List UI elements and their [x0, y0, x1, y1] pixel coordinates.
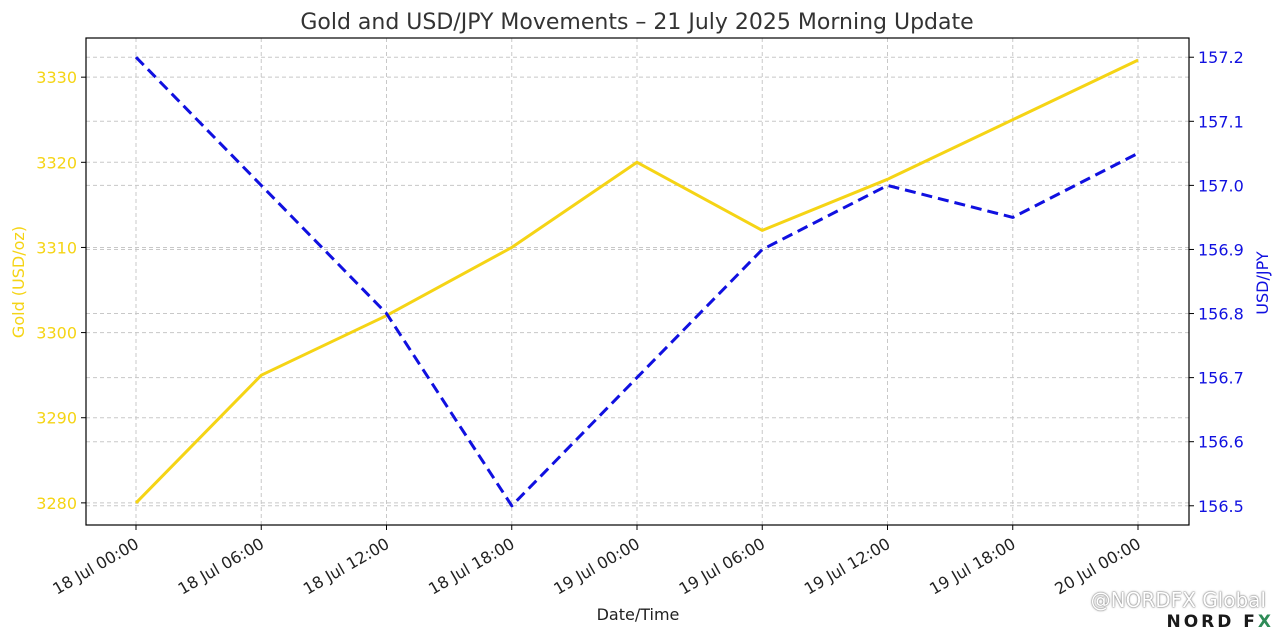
y-right-tick-label: 156.7: [1198, 369, 1244, 388]
x-tick-label: 19 Jul 00:00: [550, 534, 643, 598]
series-layer: [134, 56, 1139, 508]
logo-main: NORD F: [1166, 612, 1258, 632]
y-right-tick-label: 157.1: [1198, 112, 1244, 131]
y-right-tick-label: 156.5: [1198, 497, 1244, 516]
x-tick-label: 18 Jul 18:00: [425, 534, 518, 598]
y-right-tick-label: 157.2: [1198, 48, 1244, 67]
x-tick-label: 19 Jul 12:00: [801, 534, 894, 598]
y-right-tick-label: 156.8: [1198, 305, 1244, 324]
y-left-tick-label: 3290: [36, 409, 77, 428]
chart-title: Gold and USD/JPY Movements – 21 July 202…: [300, 10, 973, 35]
nordfx-logo: NORD FX: [1166, 612, 1274, 632]
tick-layer: 18 Jul 00:00 18 Jul 06:00 18 Jul 12:00 18 J…: [36, 48, 1244, 598]
y-left-tick-label: 3280: [36, 494, 77, 513]
y-left-tick-label: 3330: [36, 68, 77, 87]
x-tick-label: 18 Jul 00:00: [49, 534, 142, 598]
watermark: @NORDFX Global: [1090, 588, 1266, 612]
grid: [86, 38, 1189, 525]
y-left-tick-label: 3300: [36, 324, 77, 343]
x-tick-label: 19 Jul 06:00: [676, 534, 769, 598]
y-left-tick-label: 3310: [36, 238, 77, 257]
y-right-tick-label: 156.6: [1198, 433, 1244, 452]
y-axis-right-label: USD/JPY: [1253, 251, 1272, 315]
plot-frame: [85, 37, 1190, 526]
y-right-tick-label: 156.9: [1198, 240, 1244, 259]
logo-accent: X: [1257, 612, 1274, 632]
x-tick-label: 18 Jul 06:00: [175, 534, 268, 598]
x-tick-label: 19 Jul 18:00: [926, 534, 1019, 598]
x-tick-label: 18 Jul 12:00: [300, 534, 393, 598]
gold-series-line: [134, 58, 1139, 504]
y-right-tick-label: 157.0: [1198, 176, 1244, 195]
usdjpy-series-line: [134, 56, 1139, 508]
y-axis-left-label: Gold (USD/oz): [9, 226, 28, 338]
y-left-tick-label: 3320: [36, 153, 77, 172]
x-axis-label: Date/Time: [597, 605, 680, 624]
